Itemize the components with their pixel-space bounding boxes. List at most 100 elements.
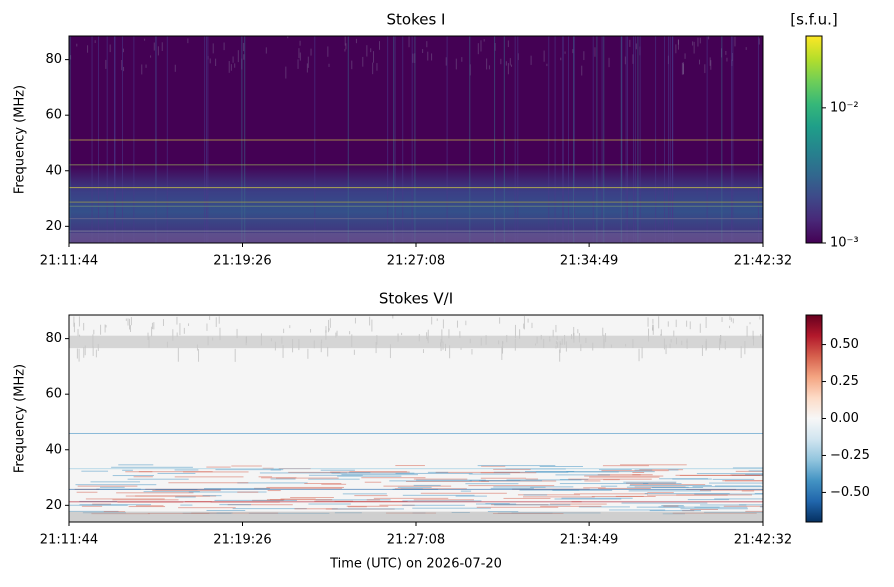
pol-line (642, 483, 682, 485)
pol-line (128, 506, 166, 508)
speckle (705, 316, 707, 329)
speckle (675, 44, 677, 54)
pol-line (714, 485, 762, 487)
pol-line (552, 489, 613, 491)
pol-line (361, 477, 426, 479)
pol-line (389, 480, 472, 482)
speckle (212, 43, 214, 54)
x-tick-label: 21:42:32 (734, 533, 792, 548)
speckle (188, 323, 190, 326)
pol-line (270, 478, 296, 480)
pol-line (402, 494, 475, 496)
speckle (354, 317, 356, 324)
pol-line (383, 485, 452, 487)
speckle (109, 44, 111, 53)
pol-line (127, 478, 189, 480)
speckle (198, 349, 200, 362)
speckle (572, 49, 574, 54)
speckle (392, 315, 394, 319)
speckle (652, 318, 654, 324)
x-tick-label: 21:27:08 (387, 533, 445, 548)
pol-line (663, 505, 679, 507)
speckle (673, 330, 675, 337)
pol-line (267, 490, 281, 492)
speckle (69, 64, 71, 70)
pol-line (676, 494, 753, 496)
speckle (372, 62, 374, 75)
speckle (366, 45, 368, 57)
pol-line (168, 482, 249, 484)
pol-line (276, 477, 339, 479)
pol-line (699, 489, 763, 491)
speckle (336, 330, 338, 337)
speckle (73, 322, 75, 333)
colorbar (805, 35, 823, 244)
speckle (105, 59, 107, 69)
speckle (692, 41, 694, 46)
colorbar-tick-label: 0.00 (830, 411, 859, 426)
speckle (704, 64, 706, 74)
pol-line (81, 470, 109, 472)
pol-line (111, 466, 193, 468)
speckle (237, 50, 239, 63)
speckle (449, 345, 451, 359)
y-tick-label: 20 (45, 498, 62, 513)
pol-line (330, 471, 410, 473)
speckle (678, 39, 680, 50)
pol-line (584, 475, 664, 477)
band-line (69, 139, 763, 141)
pol-line (232, 508, 307, 510)
speckle (307, 348, 309, 359)
pol-line (561, 497, 633, 499)
speckle (325, 326, 327, 333)
pol-line (519, 489, 580, 491)
pol-line (152, 490, 221, 492)
speckle (176, 332, 178, 337)
speckle (469, 64, 471, 76)
speckle (345, 43, 347, 50)
pol-line (597, 474, 641, 476)
speckle (369, 316, 371, 326)
speckle (734, 36, 736, 47)
pol-line (394, 488, 467, 490)
pol-line (723, 505, 763, 507)
speckle (543, 50, 545, 62)
pol-line (628, 490, 712, 492)
speckle (355, 38, 357, 44)
pol-line (183, 471, 249, 473)
speckle (693, 41, 695, 54)
pol-line (634, 469, 653, 471)
speckle (307, 56, 309, 68)
band-line (69, 230, 763, 232)
pol-line (288, 471, 341, 473)
pol-line (204, 488, 270, 490)
pol-line (118, 464, 154, 466)
pol-line (188, 491, 267, 493)
speckle (370, 48, 372, 53)
speckle (523, 323, 525, 329)
speckle (486, 58, 488, 70)
speckle (94, 40, 96, 44)
speckle (431, 53, 433, 61)
speckle (161, 42, 163, 52)
band-line (69, 201, 763, 203)
speckle (442, 319, 444, 329)
pol-line (503, 497, 551, 499)
colorbar-tick-label: 0.50 (830, 337, 859, 352)
pol-line (476, 506, 559, 508)
speckle (531, 322, 533, 329)
pol-line (214, 499, 297, 501)
pol-line (573, 493, 648, 495)
pol-line (523, 494, 548, 496)
speckle (298, 48, 300, 59)
pol-line (379, 504, 415, 506)
speckle (511, 64, 513, 67)
pol-line (258, 476, 273, 478)
speckle (177, 347, 179, 362)
x-tick-label: 21:11:44 (40, 254, 98, 269)
speckle (401, 332, 403, 336)
speckle (236, 328, 238, 339)
pol-line (658, 506, 685, 508)
speckle (144, 38, 146, 41)
pol-line (568, 478, 652, 480)
